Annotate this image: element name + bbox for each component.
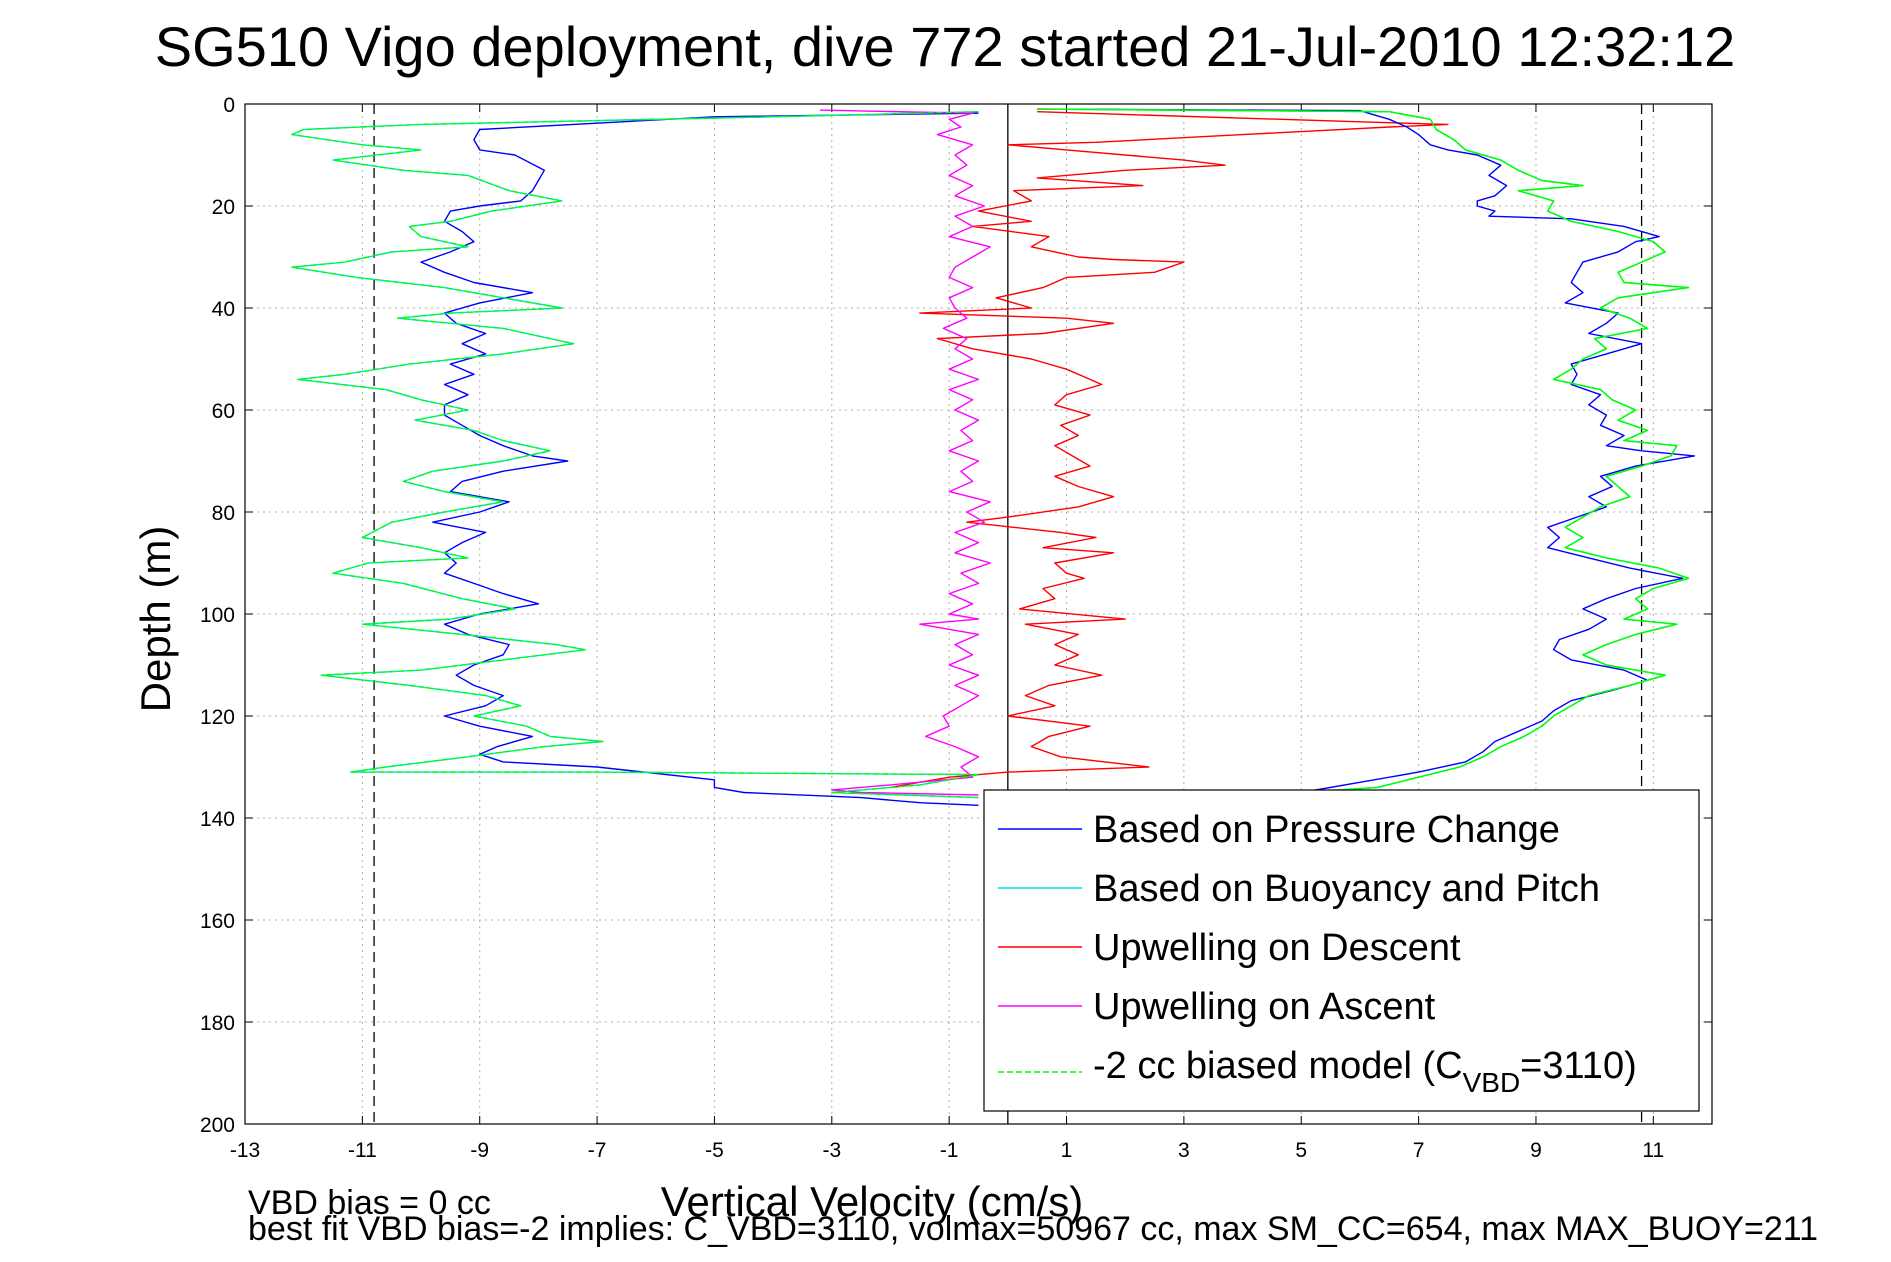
y-tick-label: 120	[200, 706, 235, 729]
y-tick-label: 100	[200, 604, 235, 627]
y-tick-label: 80	[212, 502, 235, 525]
legend-label: Based on Pressure Change	[1093, 809, 1560, 851]
ascent-line-biased-model	[1037, 108, 1690, 794]
legend-box	[983, 789, 1700, 1112]
annotation-best-fit: best fit VBD bias=-2 implies: C_VBD=3110…	[248, 1210, 1818, 1248]
y-tick-label: 20	[212, 196, 235, 219]
legend-label: Upwelling on Ascent	[1093, 986, 1436, 1028]
x-tick-label: 1	[1061, 1139, 1073, 1162]
y-tick-label: 140	[200, 808, 235, 831]
series-line-upwelling-on-descent	[890, 111, 1449, 789]
series-line-based-on-pressure-change	[420, 112, 979, 806]
legend-label-subscript: VBD	[1463, 1067, 1521, 1098]
y-tick-label: 60	[212, 400, 235, 423]
series-layer	[291, 108, 1696, 806]
x-tick-label: -9	[470, 1139, 489, 1162]
legend-label: Based on Buoyancy and Pitch	[1093, 868, 1600, 910]
series-line-biased-model	[291, 111, 980, 799]
x-tick-label: -1	[940, 1139, 959, 1162]
y-tick-label: 200	[200, 1114, 235, 1137]
y-tick-label: 0	[223, 94, 235, 117]
legend-label-suffix: =3110)	[1520, 1045, 1637, 1087]
legend-label: -2 cc biased model (CVBD=3110)	[1093, 1045, 1637, 1098]
chart-title: SG510 Vigo deployment, dive 772 started …	[155, 15, 1736, 78]
legend: Based on Pressure Change Based on Buoyanc…	[983, 789, 1700, 1112]
x-tick-label: -3	[822, 1139, 841, 1162]
y-axis-label: Depth (m)	[132, 526, 179, 713]
x-tick-label: 7	[1413, 1139, 1425, 1162]
series-line-upwelling-on-ascent	[820, 109, 991, 796]
annotation-vbd-bias: VBD bias = 0 cc	[248, 1184, 491, 1222]
y-tick-label: 40	[212, 298, 235, 321]
x-tick-label: -11	[348, 1139, 377, 1162]
x-tick-labels: -13 -11 -9 -7 -5 -3 -1 1 3 5 7 9 11	[230, 1139, 1664, 1162]
y-tick-labels: 0 20 40 60 80 100 120 140 160 180 200	[200, 94, 235, 1137]
y-tick-label: 180	[200, 1012, 235, 1035]
x-tick-label: 9	[1530, 1139, 1542, 1162]
x-tick-label: -5	[705, 1139, 724, 1162]
x-tick-label: 5	[1295, 1139, 1307, 1162]
x-tick-label: 11	[1642, 1139, 1664, 1162]
plot-frame	[244, 103, 1713, 1125]
x-tick-label: -13	[230, 1139, 260, 1162]
x-tick-label: -7	[588, 1139, 607, 1162]
legend-label: Upwelling on Descent	[1093, 927, 1461, 969]
ascent-line-based-on-pressure-change	[1037, 108, 1696, 794]
x-axis-label: Vertical Velocity (cm/s)	[661, 1178, 1083, 1225]
legend-label-prefix: -2 cc biased model (C	[1093, 1045, 1463, 1087]
y-tick-label: 160	[200, 910, 235, 933]
x-tick-label: 3	[1178, 1139, 1190, 1162]
